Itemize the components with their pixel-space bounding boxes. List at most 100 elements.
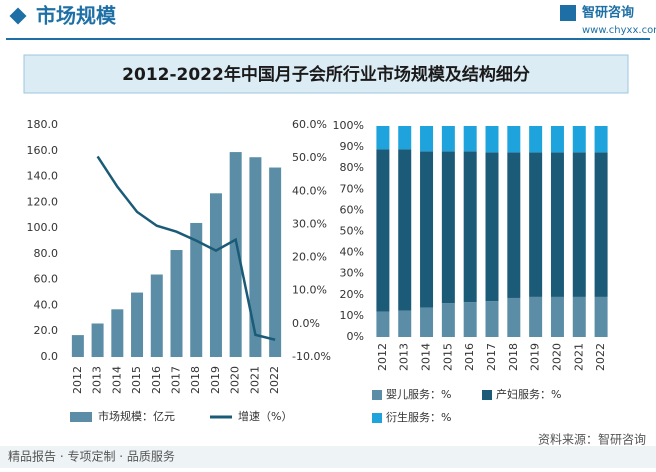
tick-label: 50% [340,225,364,238]
x-tick-label: 2016 [150,366,163,394]
tick-label: 160.0 [27,144,59,157]
tick-label: 90% [340,140,364,153]
tick-label: 50.0% [292,151,327,164]
bar [269,167,282,357]
tick-label: 40.0% [292,184,327,197]
x-tick-label: 2014 [110,366,123,394]
legend-label: 衍生服务：% [386,410,451,424]
bar-segment [507,126,521,153]
bar [209,193,222,357]
bar-segment [572,296,586,337]
bar-segment [507,152,521,298]
bar-segment [376,126,390,150]
x-tick-label: 2018 [189,366,202,394]
x-tick-label: 2019 [529,343,542,371]
bar-segment [550,126,564,153]
tick-label: 20.0% [292,251,327,264]
tick-label: 60.0 [34,273,59,286]
x-tick-label: 2013 [91,366,104,394]
brand: 智研咨询 [582,5,634,21]
x-tick-label: 2017 [170,366,183,394]
tick-label: 40.0 [34,298,59,311]
tick-label: 30% [340,267,364,280]
tick-label: 60% [340,203,364,216]
tick-label: 0% [347,330,364,343]
bar-segment [594,296,608,337]
tick-label: 100% [333,119,364,132]
tick-label: -10.0% [292,350,331,363]
bar-segment [572,126,586,153]
legend-label: 婴儿服务：% [386,388,451,401]
chart-title: 2012-2022年中国月子会所行业市场规模及结构细分 [122,64,530,85]
x-tick-label: 2020 [229,366,242,394]
bar [111,309,124,357]
bar [131,292,144,357]
tick-label: 30.0% [292,217,327,230]
header-rule [6,38,650,40]
bar-segment [420,126,434,152]
bar-segment [594,126,608,153]
bar-segment [420,151,434,308]
bar-segment [398,126,412,150]
logo [560,5,576,21]
bar [71,335,84,357]
url: www.chyxx.com [582,25,656,36]
x-tick-label: 2015 [441,343,454,371]
bar-segment [441,303,455,337]
line [96,155,276,341]
x-tick-label: 2015 [130,366,143,394]
title-box [23,54,629,94]
tick-label: 140.0 [27,170,59,183]
bar-segment [529,296,543,337]
legend-swatch [482,390,492,400]
x-tick-label: 2012 [71,366,84,394]
tick-label: 80.0 [34,247,59,260]
x-tick-label: 2013 [398,343,411,371]
bar-segment [529,126,543,153]
tick-label: 40% [340,246,364,259]
bar-segment [572,152,586,297]
legend-swatch [372,390,382,400]
bar [249,157,262,357]
legend-swatch [372,413,382,423]
legend-label: 增速（%） [238,409,292,423]
tick-label: 10.0% [292,284,327,297]
tick-label: 100.0 [27,221,59,234]
source: 资料来源：智研咨询 [538,432,646,447]
legend-label: 市场规模：亿元 [98,409,175,423]
legend-label: 产妇服务：% [496,387,561,401]
tick-label: 60.0% [292,118,327,131]
bar-segment [550,152,564,297]
bar-segment [485,152,499,302]
bar-segment [420,307,434,337]
bar-segment [463,126,477,152]
tick-label: 180.0 [27,118,59,131]
bar-segment [441,151,455,304]
bar-segment [594,152,608,297]
x-tick-label: 2020 [550,343,563,371]
tick-label: 20% [340,288,364,301]
bar-segment [376,311,390,337]
tick-label: 10% [340,309,364,322]
x-tick-label: 2018 [507,343,520,371]
x-tick-label: 2019 [209,366,222,394]
tick-label: 70% [340,182,364,195]
header-title: 市场规模 [36,4,117,28]
bar [91,323,104,357]
bar-segment [398,149,412,311]
x-tick-label: 2012 [376,343,389,371]
tick-label: 80% [340,161,364,174]
bar-segment [376,149,390,312]
x-tick-label: 2016 [463,343,476,371]
tick-label: 20.0 [34,324,59,337]
footer-left: 精品报告 · 专项定制 · 品质服务 [8,449,175,464]
bar-segment [485,126,499,153]
bar [170,250,183,357]
bar [190,222,203,357]
x-tick-label: 2022 [268,366,281,394]
bar [229,152,242,357]
bar [150,274,163,357]
bar-segment [507,297,521,337]
bar-segment [441,126,455,152]
